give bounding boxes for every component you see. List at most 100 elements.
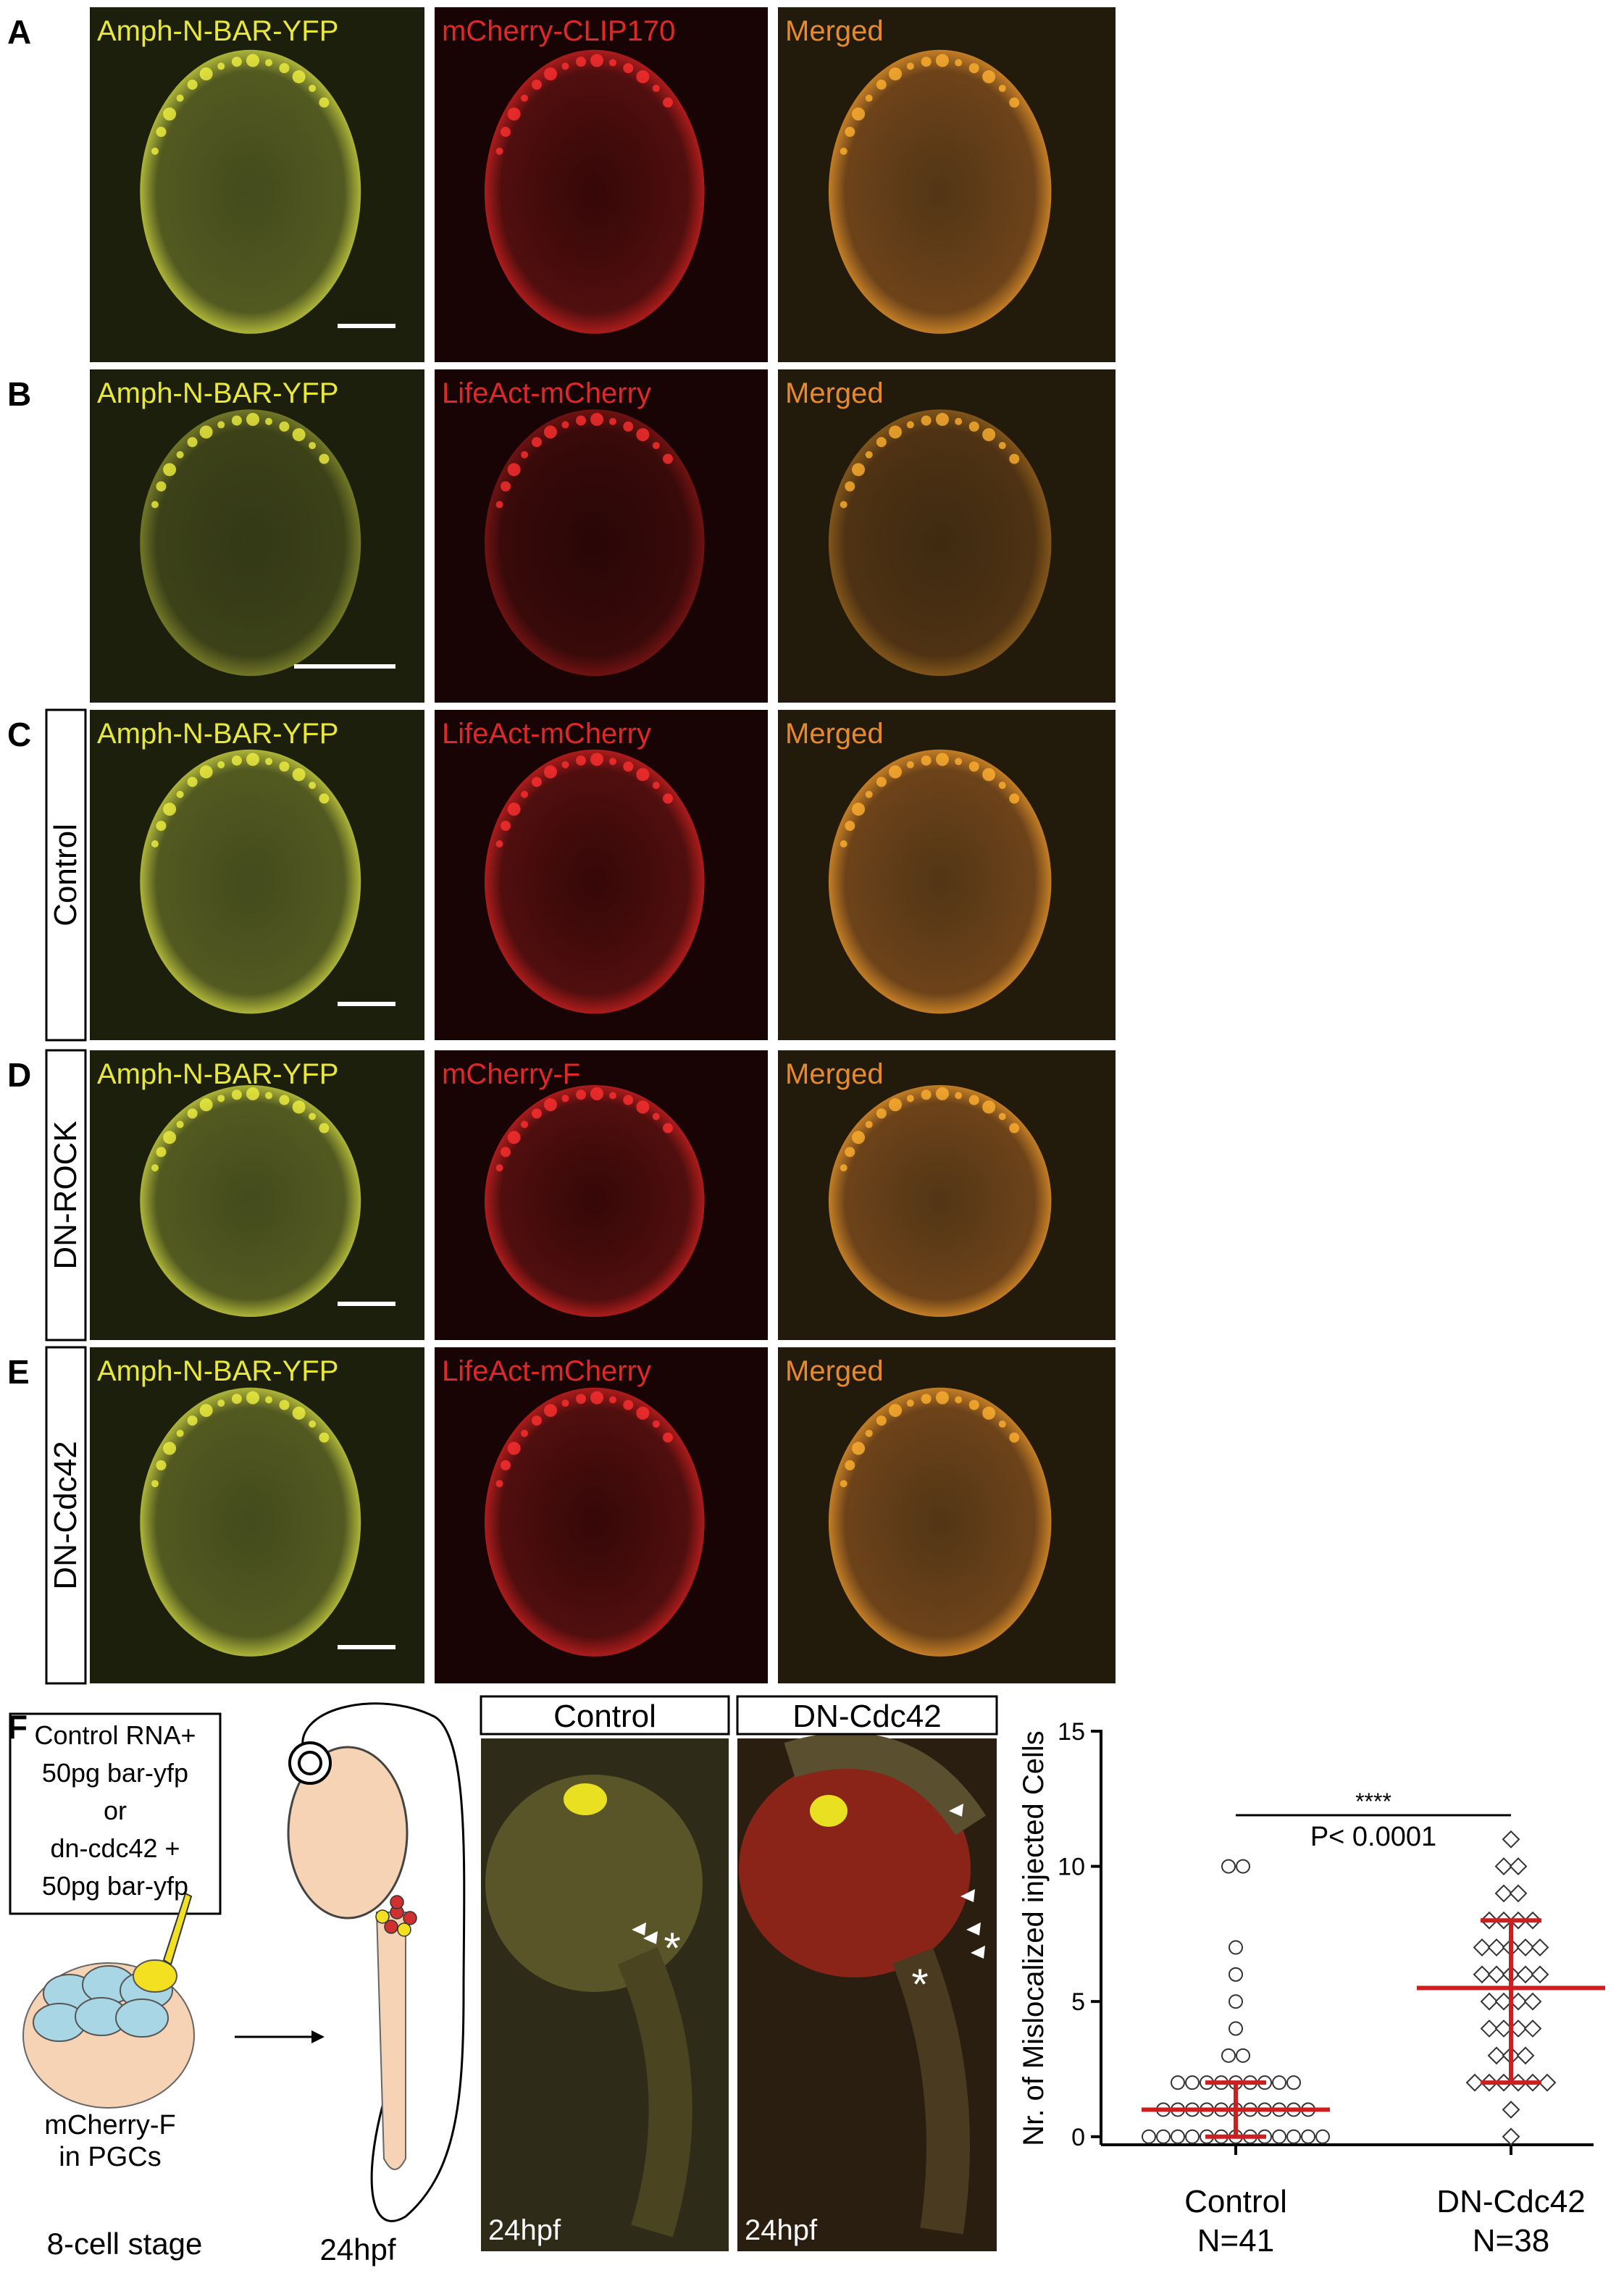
- puncta: [906, 62, 914, 70]
- puncta: [955, 1396, 963, 1404]
- puncta: [865, 451, 873, 459]
- puncta: [531, 79, 542, 90]
- injection-line: 50pg bar-yfp: [42, 1871, 188, 1901]
- puncta: [187, 1415, 198, 1426]
- cell: [140, 1085, 361, 1317]
- puncta: [998, 782, 1006, 790]
- point: [1538, 2073, 1557, 2092]
- channel-label: Amph-N-BAR-YFP: [97, 1355, 338, 1387]
- puncta: [176, 451, 184, 459]
- puncta: [1009, 1432, 1020, 1443]
- puncta: [531, 1415, 542, 1426]
- point: [1156, 2129, 1171, 2144]
- panel-gap: [424, 7, 435, 362]
- x-tick-label: DN-Cdc42: [1436, 2184, 1585, 2219]
- puncta: [921, 415, 932, 426]
- puncta: [319, 1432, 330, 1443]
- image-panels: A Amph-N-BAR-YFP mCherry-CLIP170 Merged B Amp…: [7, 7, 1116, 1685]
- puncta: [921, 1089, 932, 1100]
- puncta: [507, 1131, 521, 1144]
- panel-gap: [768, 1347, 778, 1683]
- image-header: DN-Cdc42: [792, 1699, 941, 1734]
- puncta: [852, 1441, 866, 1455]
- panel-gap: [424, 1347, 435, 1683]
- puncta: [231, 1394, 242, 1405]
- puncta: [163, 1131, 177, 1144]
- puncta: [840, 1480, 847, 1488]
- asterisk: *: [664, 1924, 680, 1972]
- puncta: [231, 56, 242, 67]
- puncta: [246, 753, 259, 766]
- puncta: [906, 1094, 914, 1102]
- image-header: Control: [553, 1699, 656, 1734]
- puncta: [279, 421, 290, 432]
- puncta: [968, 1094, 979, 1105]
- channel-label: Merged: [785, 1058, 884, 1090]
- puncta: [531, 437, 542, 448]
- puncta: [187, 79, 198, 90]
- puncta: [935, 1087, 949, 1101]
- puncta: [865, 790, 873, 798]
- panel-letter: B: [7, 375, 31, 413]
- puncta: [246, 413, 259, 427]
- puncta: [608, 1092, 616, 1100]
- y-tick-label: 0: [1071, 2124, 1085, 2151]
- puncta: [561, 421, 569, 429]
- puncta: [955, 59, 963, 67]
- puncta: [217, 62, 225, 70]
- puncta: [561, 1094, 569, 1102]
- channel-label: Merged: [785, 1355, 884, 1387]
- point: [1531, 1938, 1549, 1956]
- puncta: [292, 1100, 306, 1114]
- point: [1502, 2127, 1520, 2146]
- puncta: [852, 1131, 866, 1144]
- puncta: [968, 63, 979, 74]
- y-tick-label: 15: [1058, 1718, 1085, 1746]
- cell: [485, 49, 705, 334]
- puncta: [319, 97, 330, 108]
- asterisk: *: [911, 1960, 928, 2009]
- puncta: [623, 761, 634, 772]
- puncta: [309, 442, 317, 450]
- fish-lens: [298, 1751, 322, 1775]
- point: [1509, 1884, 1528, 1903]
- puncta: [292, 70, 306, 83]
- puncta: [889, 1098, 903, 1112]
- puncta: [199, 765, 213, 779]
- eye-signal: [564, 1783, 607, 1815]
- puncta: [906, 761, 914, 769]
- blastomeres: [33, 1959, 177, 2042]
- puncta: [840, 840, 847, 847]
- point: [1272, 2129, 1286, 2144]
- puncta: [840, 501, 847, 508]
- puncta: [663, 97, 674, 108]
- embryo-tail-image: [892, 1948, 970, 2235]
- embryo-head-image: [784, 1732, 987, 1835]
- puncta: [521, 94, 529, 102]
- point: [1473, 1965, 1491, 1984]
- side-label: DN-Cdc42: [48, 1441, 83, 1589]
- puncta: [501, 821, 511, 832]
- puncta: [199, 1404, 213, 1418]
- puncta: [265, 1092, 273, 1100]
- point: [1221, 1859, 1236, 1874]
- panel-gap: [424, 710, 435, 1040]
- cell: [485, 1387, 705, 1657]
- puncta: [968, 421, 979, 432]
- panel-gap: [424, 1050, 435, 1340]
- puncta: [590, 1087, 604, 1101]
- point: [1502, 1830, 1520, 1849]
- puncta: [576, 415, 587, 426]
- puncta: [279, 1399, 290, 1410]
- point: [1516, 1938, 1535, 1956]
- puncta: [156, 1147, 167, 1158]
- embryo-label: in PGCs: [59, 2142, 161, 2172]
- puncta: [1009, 793, 1020, 804]
- puncta: [187, 437, 198, 448]
- puncta: [652, 1113, 660, 1121]
- injection-box: [9, 1712, 222, 1915]
- point: [1171, 2129, 1185, 2144]
- puncta: [217, 1094, 225, 1102]
- channel-label: LifeAct-mCherry: [442, 1355, 651, 1387]
- side-label-box: [45, 1346, 87, 1685]
